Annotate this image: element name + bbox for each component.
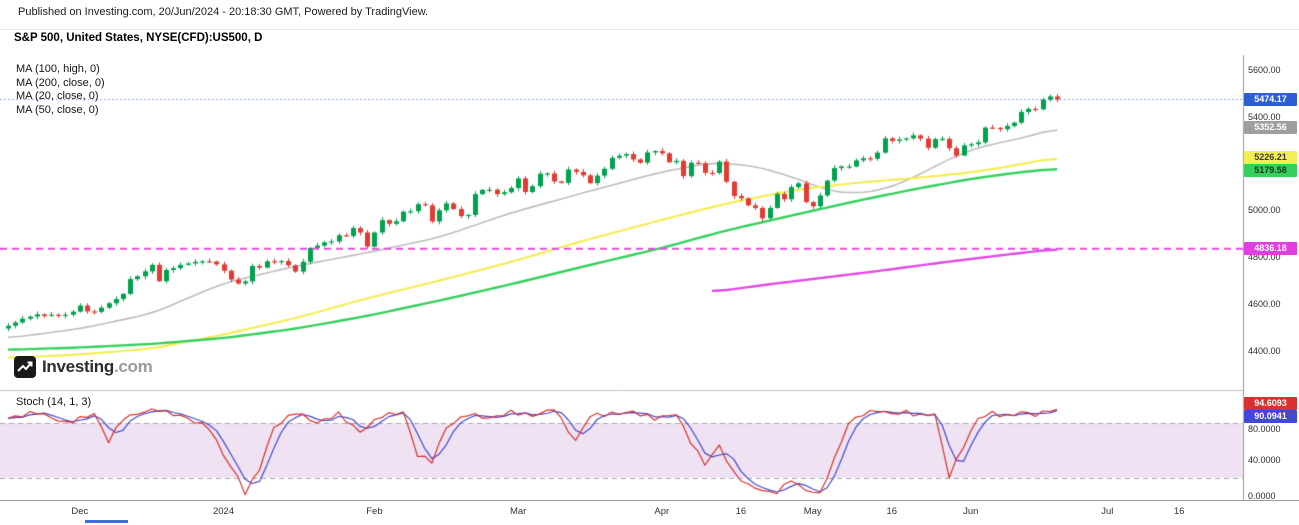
indicator-legend: MA (100, high, 0) MA (200, close, 0) MA … bbox=[16, 63, 105, 117]
x-axis-label: 16 bbox=[886, 506, 898, 517]
legend-item-ma50-close[interactable]: MA (50, close, 0) bbox=[16, 103, 99, 116]
y-axis-label: 0.0000 bbox=[1248, 491, 1276, 501]
x-axis-label: Apr bbox=[654, 506, 670, 517]
chart-title: S&P 500, United States, NYSE(CFD):US500,… bbox=[14, 32, 263, 44]
ma200-badge: 4836.18 bbox=[1244, 242, 1297, 256]
x-axis-label: 16 bbox=[1173, 506, 1185, 517]
y-axis-label: 40.0000 bbox=[1248, 454, 1281, 465]
published-line: Published on Investing.com, 20/Jun/2024 … bbox=[18, 6, 429, 18]
time-axis[interactable]: Dec 2024 Feb Mar Apr 16 May 16 Jun Jul 16 bbox=[0, 500, 1299, 525]
x-axis-label: Feb bbox=[366, 506, 383, 517]
x-axis-label: Mar bbox=[509, 506, 527, 517]
y-axis-label: 4800.00 bbox=[1248, 252, 1281, 263]
y-axis-label: 4600.00 bbox=[1248, 299, 1281, 310]
investing-wordmark: Investing.com bbox=[42, 357, 153, 376]
legend-item-ma20-close[interactable]: MA (20, close, 0) bbox=[16, 90, 99, 103]
stoch-label[interactable]: Stoch (14, 1, 3) bbox=[16, 396, 92, 408]
stoch-k-badge: 94.6093 bbox=[1244, 396, 1297, 410]
x-axis-label: Jun bbox=[963, 506, 979, 517]
last-price-badge: 5474.17 bbox=[1244, 92, 1297, 106]
y-axis-label: 5400.00 bbox=[1248, 111, 1281, 122]
investing-logo-icon bbox=[14, 356, 36, 378]
y-axis-label: 5000.00 bbox=[1248, 205, 1281, 216]
ma100-badge: 5179.58 bbox=[1244, 164, 1297, 178]
x-axis-label: 2024 bbox=[212, 506, 235, 517]
legend-item-ma200-close[interactable]: MA (200, close, 0) bbox=[16, 76, 105, 89]
legend-item-ma100-high[interactable]: MA (100, high, 0) bbox=[16, 63, 100, 75]
y-axis-label: 4400.00 bbox=[1248, 345, 1281, 356]
x-axis-label: Jul bbox=[1101, 506, 1114, 517]
header-divider bbox=[0, 29, 1299, 30]
y-axis-label: 80.0000 bbox=[1248, 424, 1281, 434]
x-axis-label: May bbox=[803, 506, 822, 517]
stoch-d-badge: 90.0941 bbox=[1244, 409, 1297, 423]
timeline-scrollbar[interactable] bbox=[85, 520, 128, 523]
ma20-badge: 5352.56 bbox=[1244, 121, 1297, 135]
y-axis-label: 5600.00 bbox=[1248, 65, 1281, 75]
price-axis[interactable]: 5600.00 5400.00 5000.00 4800.00 4600.00 4400.… bbox=[1244, 0, 1299, 525]
ma50-badge: 5226.21 bbox=[1244, 151, 1297, 165]
x-axis-label: 16 bbox=[735, 506, 747, 517]
x-axis-label: Dec bbox=[71, 506, 89, 517]
investing-logo: Investing.com bbox=[14, 356, 153, 378]
